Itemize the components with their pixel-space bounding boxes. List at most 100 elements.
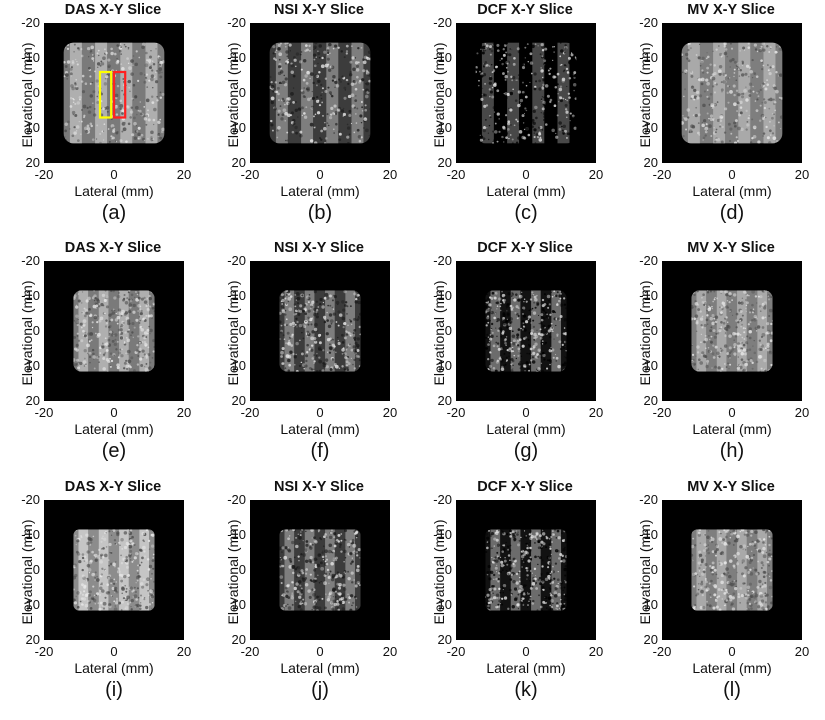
x-tick-label: 20 bbox=[794, 644, 810, 659]
figure-panel: MV X-Y Slice -20 -10 0 10 20 Elevational (mm) -… bbox=[618, 477, 824, 717]
y-axis-label: Elevational (mm) bbox=[225, 280, 241, 386]
x-axis-label: Lateral (mm) bbox=[692, 421, 772, 437]
x-tick-label: 20 bbox=[794, 405, 810, 420]
y-tick-label: 0 bbox=[32, 562, 40, 577]
y-tick-label: 0 bbox=[32, 85, 40, 100]
panel-caption: (k) bbox=[514, 679, 538, 701]
xy-slice-image bbox=[44, 23, 184, 163]
y-tick-label: 20 bbox=[643, 632, 658, 647]
xy-slice-image bbox=[44, 500, 184, 640]
panel-caption: (b) bbox=[307, 202, 333, 224]
x-axis-label: Lateral (mm) bbox=[74, 421, 154, 437]
x-tick-label: 0 bbox=[110, 644, 118, 659]
y-tick-label: -10 bbox=[433, 288, 452, 303]
x-tick-label: 0 bbox=[316, 405, 324, 420]
y-axis-label: Elevational (mm) bbox=[19, 519, 35, 625]
x-tick-label: 20 bbox=[176, 405, 192, 420]
figure-panel: MV X-Y Slice -20 -10 0 10 20 Elevational (mm) -… bbox=[618, 0, 824, 240]
x-axis-label: Lateral (mm) bbox=[486, 660, 566, 676]
panel-caption: (g) bbox=[513, 440, 539, 462]
xy-slice-image bbox=[250, 500, 390, 640]
figure-panel: NSI X-Y Slice -20 -10 0 10 20 Elevational (mm)… bbox=[206, 238, 412, 478]
phantom-region bbox=[279, 529, 361, 611]
y-tick-label: 20 bbox=[643, 393, 658, 408]
y-tick-label: -20 bbox=[639, 492, 658, 507]
panel-caption: (e) bbox=[101, 440, 127, 462]
y-tick-label: 10 bbox=[643, 597, 658, 612]
y-tick-label: -20 bbox=[227, 492, 246, 507]
phantom-region bbox=[73, 290, 155, 372]
y-tick-label: 0 bbox=[444, 323, 452, 338]
phantom-region bbox=[681, 42, 783, 144]
x-axis-label: Lateral (mm) bbox=[692, 183, 772, 199]
x-tick-label: 20 bbox=[382, 644, 398, 659]
panel-caption: (i) bbox=[105, 679, 123, 701]
phantom-region bbox=[485, 290, 567, 372]
x-axis-label: Lateral (mm) bbox=[486, 421, 566, 437]
y-tick-label: -10 bbox=[21, 527, 40, 542]
x-tick-label: 20 bbox=[176, 167, 192, 182]
y-tick-label: 10 bbox=[437, 120, 452, 135]
y-tick-label: 20 bbox=[25, 393, 40, 408]
x-tick-label: -20 bbox=[240, 405, 260, 420]
y-axis-label: Elevational (mm) bbox=[637, 519, 653, 625]
xy-slice-image bbox=[456, 500, 596, 640]
roi-box bbox=[112, 70, 127, 119]
y-tick-label: 20 bbox=[437, 632, 452, 647]
figure-panel: NSI X-Y Slice -20 -10 0 10 20 Elevational (mm)… bbox=[206, 477, 412, 717]
x-axis-label: Lateral (mm) bbox=[74, 660, 154, 676]
y-tick-label: 20 bbox=[437, 155, 452, 170]
panel-title: DCF X-Y Slice bbox=[477, 479, 573, 495]
y-tick-label: 10 bbox=[437, 358, 452, 373]
panel-title: DCF X-Y Slice bbox=[477, 240, 573, 256]
y-tick-label: 0 bbox=[238, 323, 246, 338]
x-tick-label: 20 bbox=[588, 167, 604, 182]
y-tick-label: -20 bbox=[433, 253, 452, 268]
x-tick-label: 0 bbox=[316, 167, 324, 182]
x-tick-label: -20 bbox=[34, 405, 54, 420]
figure-panel: DCF X-Y Slice -20 -10 0 10 20 Elevational (mm)… bbox=[412, 238, 618, 478]
y-tick-label: -10 bbox=[227, 50, 246, 65]
y-tick-label: -20 bbox=[433, 15, 452, 30]
panel-title: NSI X-Y Slice bbox=[274, 2, 364, 18]
x-tick-label: 20 bbox=[588, 644, 604, 659]
x-tick-label: 0 bbox=[316, 644, 324, 659]
x-tick-label: -20 bbox=[446, 405, 466, 420]
y-tick-label: -10 bbox=[433, 527, 452, 542]
y-tick-label: -10 bbox=[639, 50, 658, 65]
roi-box bbox=[98, 70, 113, 119]
y-tick-label: -10 bbox=[639, 288, 658, 303]
xy-slice-image bbox=[662, 500, 802, 640]
figure-panel: MV X-Y Slice -20 -10 0 10 20 Elevational (mm) -… bbox=[618, 238, 824, 478]
y-tick-label: -20 bbox=[21, 15, 40, 30]
y-tick-label: 20 bbox=[231, 632, 246, 647]
y-tick-label: 0 bbox=[650, 562, 658, 577]
x-tick-label: 0 bbox=[728, 405, 736, 420]
x-tick-label: -20 bbox=[446, 644, 466, 659]
x-tick-label: -20 bbox=[446, 167, 466, 182]
panel-caption: (l) bbox=[723, 679, 741, 701]
x-tick-label: 20 bbox=[794, 167, 810, 182]
y-tick-label: 20 bbox=[231, 155, 246, 170]
y-tick-label: -20 bbox=[21, 492, 40, 507]
y-tick-label: 20 bbox=[231, 393, 246, 408]
y-tick-label: 10 bbox=[643, 120, 658, 135]
panel-title: DAS X-Y Slice bbox=[64, 2, 162, 18]
x-axis-label: Lateral (mm) bbox=[280, 660, 360, 676]
x-tick-label: -20 bbox=[652, 167, 672, 182]
phantom-region bbox=[475, 42, 577, 144]
x-tick-label: 20 bbox=[382, 405, 398, 420]
y-axis-label: Elevational (mm) bbox=[19, 280, 35, 386]
y-tick-label: 10 bbox=[25, 120, 40, 135]
panel-caption: (h) bbox=[719, 440, 745, 462]
phantom-region bbox=[279, 290, 361, 372]
xy-slice-image bbox=[662, 23, 802, 163]
panel-title: DCF X-Y Slice bbox=[477, 2, 573, 18]
x-axis-label: Lateral (mm) bbox=[692, 660, 772, 676]
x-tick-label: -20 bbox=[34, 644, 54, 659]
xy-slice-image bbox=[662, 261, 802, 401]
y-tick-label: -10 bbox=[639, 527, 658, 542]
panel-caption: (c) bbox=[514, 202, 538, 224]
y-tick-label: 20 bbox=[25, 632, 40, 647]
